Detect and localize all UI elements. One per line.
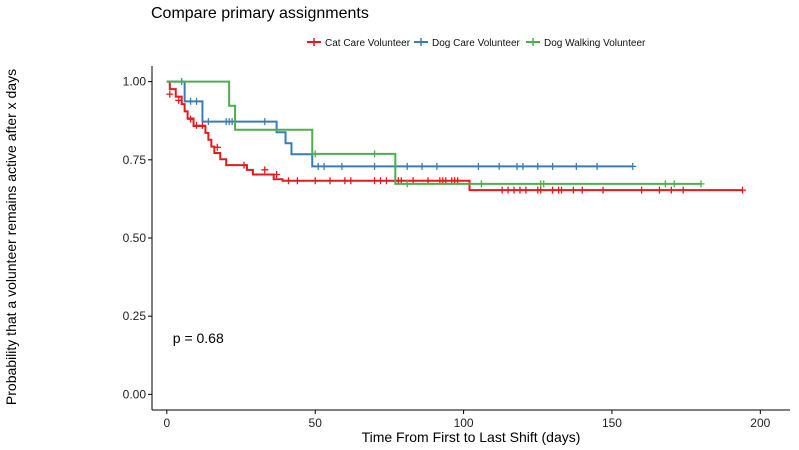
censor-mark [578, 186, 586, 194]
censor-mark [285, 177, 293, 185]
censor-mark [273, 171, 281, 179]
censor-mark [510, 186, 518, 194]
censor-mark [314, 162, 322, 170]
censor-mark [638, 186, 646, 194]
censor-mark [504, 186, 512, 194]
x-tick-label: 150 [602, 416, 622, 430]
censor-mark [213, 143, 221, 151]
survival-curve-2 [166, 80, 633, 168]
censor-mark [667, 186, 675, 194]
p-value-annotation: p = 0.68 [173, 330, 224, 346]
censor-mark [403, 180, 411, 188]
plot-area [166, 78, 747, 194]
censor-mark [593, 162, 601, 170]
censor-mark [549, 162, 557, 170]
censor-mark [166, 90, 174, 98]
x-tick-label: 100 [454, 416, 474, 430]
censor-mark [534, 162, 542, 170]
censor-mark [193, 97, 201, 105]
censor-mark [240, 161, 248, 169]
x-axis-title: Time From First to Last Shift (days) [362, 429, 581, 445]
censor-mark [655, 186, 663, 194]
censor-mark [516, 186, 524, 194]
x-tick-label: 50 [309, 416, 323, 430]
censor-mark [629, 162, 637, 170]
censor-mark [519, 162, 527, 170]
survival-curve-1 [166, 80, 743, 192]
censor-mark [599, 186, 607, 194]
censor-mark [403, 162, 411, 170]
censor-mark [697, 180, 705, 188]
censor-mark [293, 177, 301, 185]
censor-mark [498, 186, 506, 194]
censor-mark [661, 180, 669, 188]
censor-mark [572, 162, 580, 170]
legend-label: Dog Care Volunteer [432, 38, 521, 49]
y-tick-label: 1.00 [123, 75, 147, 89]
axes: 0 50 100 150 200 0.00 0.25 0.50 0.75 1.00 [123, 66, 790, 430]
censor-mark [261, 166, 269, 174]
censor-mark [311, 150, 319, 158]
censor-mark [495, 162, 503, 170]
censor-mark [198, 121, 206, 129]
censor-mark [347, 177, 355, 185]
censor-mark [549, 186, 557, 194]
censor-mark [477, 180, 485, 188]
censor-mark [513, 162, 521, 170]
censor-mark [341, 177, 349, 185]
censor-mark [371, 162, 379, 170]
legend: Cat Care Volunteer Dog Care Volunteer Dog … [307, 38, 646, 49]
censor-mark [261, 118, 269, 126]
censor-mark [537, 186, 545, 194]
censor-mark [338, 162, 346, 170]
censor-mark [320, 162, 328, 170]
censor-mark [433, 162, 441, 170]
censor-mark [569, 186, 577, 194]
censor-mark [204, 118, 212, 126]
y-tick-label: 0.50 [123, 231, 147, 245]
censor-mark [371, 150, 379, 158]
censor-mark [187, 97, 195, 105]
censor-mark [522, 186, 530, 194]
censor-mark [558, 186, 566, 194]
censor-mark [376, 177, 384, 185]
censor-mark [418, 162, 426, 170]
y-tick-label: 0.25 [123, 309, 147, 323]
censor-mark [382, 177, 390, 185]
censor-mark [679, 186, 687, 194]
y-tick-label: 0.75 [123, 153, 147, 167]
censor-mark [187, 115, 195, 123]
y-axis-title: Probability that a volunteer remains act… [3, 69, 19, 405]
censor-mark [739, 186, 747, 194]
censor-mark [175, 96, 183, 104]
censor-mark [670, 180, 678, 188]
x-tick-label: 0 [163, 416, 170, 430]
survival-curve-3 [166, 80, 701, 185]
y-tick-label: 0.00 [123, 387, 147, 401]
x-tick-label: 200 [750, 416, 770, 430]
chart-title: Compare primary assignments [151, 5, 369, 22]
legend-label: Dog Walking Volunteer [544, 38, 646, 49]
censor-mark [326, 177, 334, 185]
censor-mark [371, 177, 379, 185]
legend-label: Cat Care Volunteer [325, 38, 411, 49]
censor-mark [474, 162, 482, 170]
censor-mark [193, 121, 201, 129]
censor-mark [540, 180, 548, 188]
censor-mark [311, 177, 319, 185]
